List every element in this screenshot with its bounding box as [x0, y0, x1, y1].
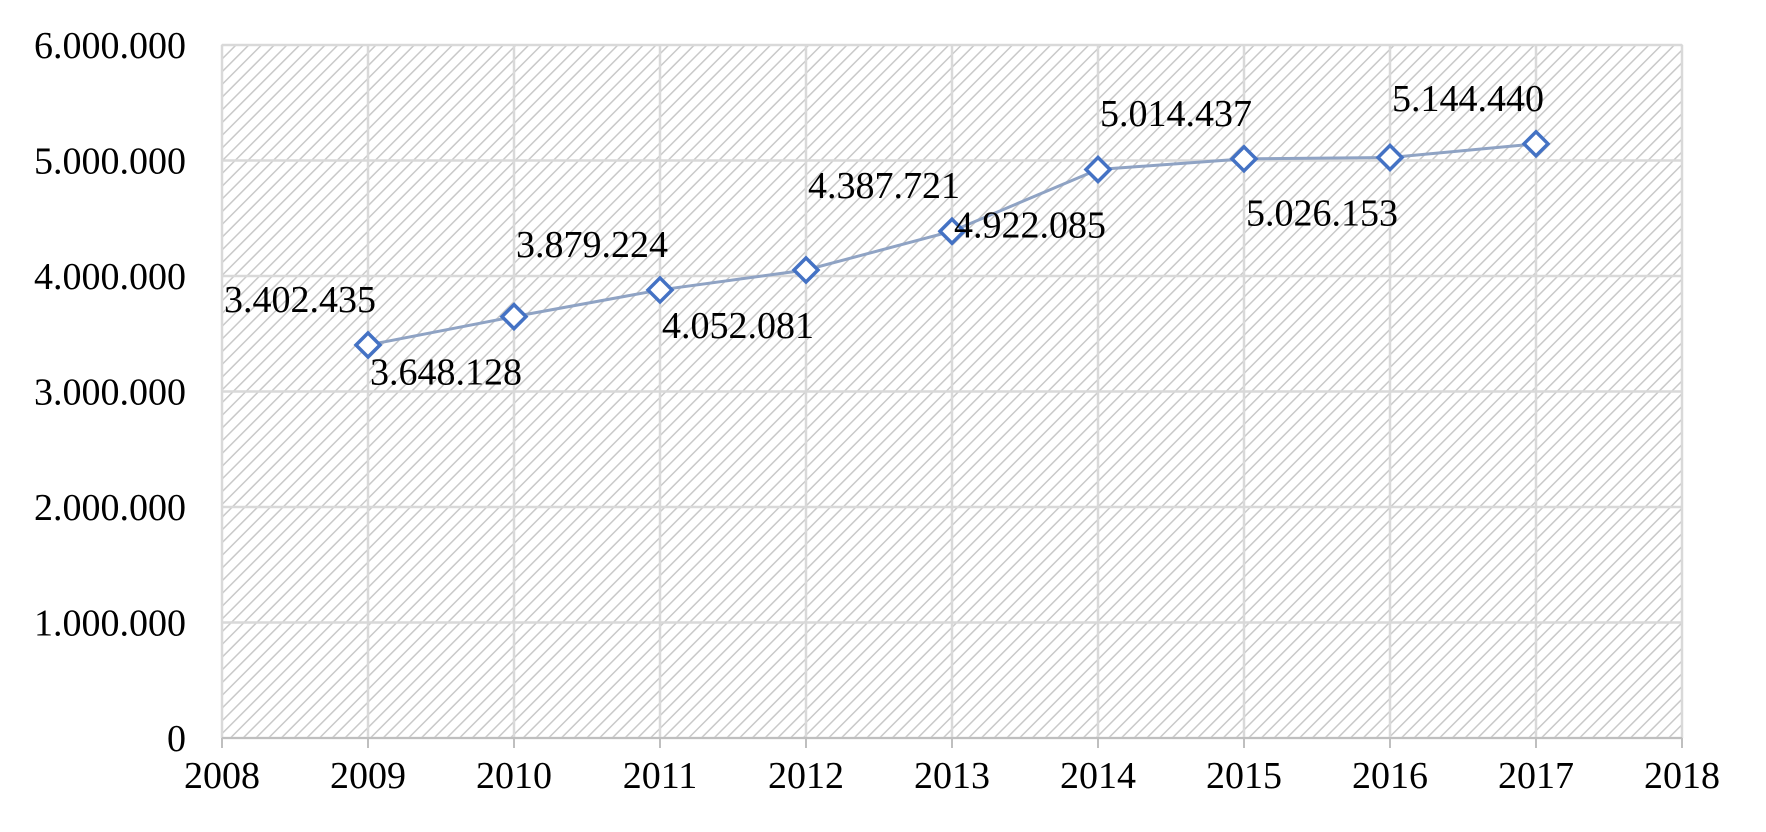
axes: 2008 2009 2010 2011 2012 2013 2014 2015 2016 2017… [34, 25, 1720, 797]
data-label: 4.052.081 [662, 305, 814, 347]
x-tick-label: 2013 [914, 755, 990, 797]
data-label: 4.387.721 [808, 165, 960, 207]
y-tick-label: 2.000.000 [34, 487, 186, 529]
x-tick-label: 2018 [1644, 755, 1720, 797]
x-tick-label: 2012 [768, 755, 844, 797]
data-label: 5.014.437 [1100, 93, 1252, 135]
y-tick-label: 0 [167, 718, 186, 760]
data-point-marker [645, 275, 675, 305]
y-tick-label: 3.000.000 [34, 372, 186, 414]
x-tick-label: 2011 [623, 755, 698, 797]
x-tick-label: 2017 [1498, 755, 1574, 797]
series-markers [353, 129, 1551, 360]
data-label: 4.922.085 [954, 204, 1106, 246]
data-point-marker [1083, 155, 1113, 184]
data-point-marker [353, 330, 383, 360]
x-tick-label: 2015 [1206, 755, 1282, 797]
data-labels: 3.402.435 3.648.128 3.879.224 4.052.081 4.38… [224, 78, 1544, 394]
y-tick-label: 5.000.000 [34, 141, 186, 183]
data-point-marker [1521, 129, 1551, 159]
data-point-marker [499, 302, 529, 332]
x-tick-label: 2008 [184, 755, 260, 797]
data-label: 5.144.440 [1392, 78, 1544, 120]
data-label: 3.648.128 [370, 352, 522, 394]
data-point-marker [937, 216, 967, 246]
data-point-marker [791, 255, 821, 285]
y-tick-label: 6.000.000 [34, 25, 186, 67]
x-tick-label: 2010 [476, 755, 552, 797]
data-point-marker [1375, 143, 1405, 172]
data-label: 3.879.224 [516, 224, 668, 266]
y-tick-label: 4.000.000 [34, 256, 186, 298]
x-tick-label: 2009 [330, 755, 406, 797]
y-tick-label: 1.000.000 [34, 603, 186, 645]
x-tick-label: 2016 [1352, 755, 1428, 797]
x-tick-label: 2014 [1060, 755, 1136, 797]
data-point-marker [1229, 144, 1259, 174]
data-label: 5.026.153 [1246, 192, 1398, 234]
data-label: 3.402.435 [224, 279, 376, 321]
